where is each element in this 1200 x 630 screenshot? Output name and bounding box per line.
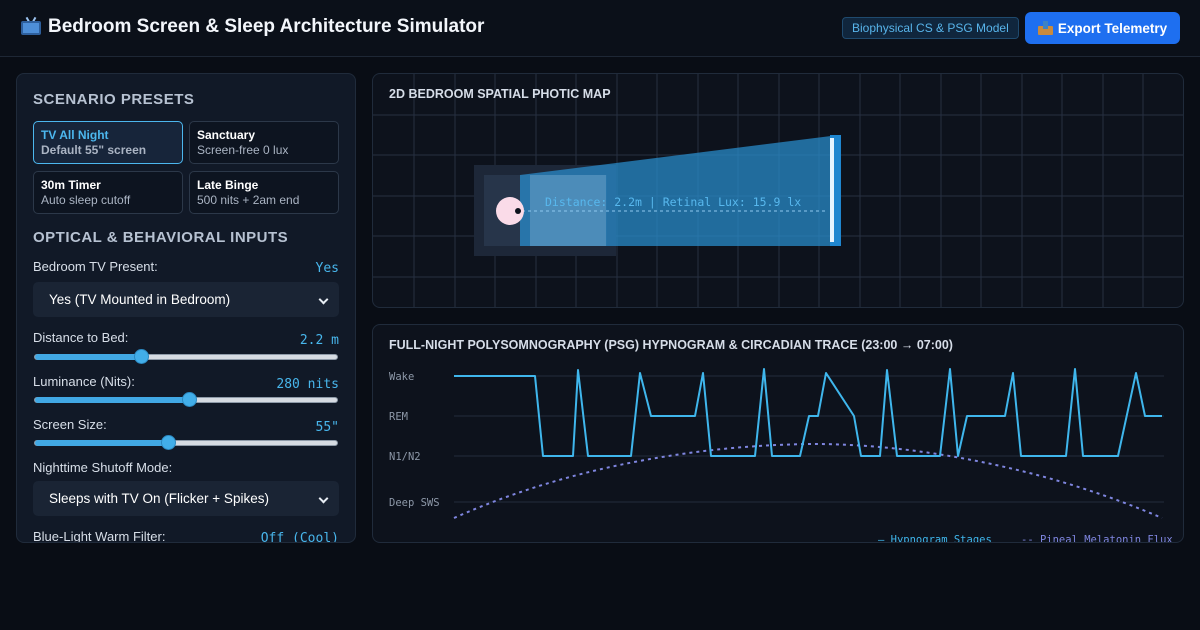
luminance-value: 280 nits bbox=[276, 377, 339, 392]
stage-label-rem: REM bbox=[389, 411, 408, 423]
stage-label-deep: Deep SWS bbox=[389, 497, 440, 509]
tv-present-select[interactable]: Yes (TV Mounted in Bedroom) bbox=[33, 282, 339, 317]
chevron-down-icon bbox=[318, 493, 329, 504]
slider-thumb[interactable] bbox=[182, 392, 198, 407]
distance-label: Distance to Bed: bbox=[33, 330, 129, 345]
tv-icon bbox=[20, 16, 42, 37]
control-panel: SCENARIO PRESETS TV All Night Default 55… bbox=[16, 73, 356, 543]
hypnogram-grid bbox=[454, 375, 1164, 503]
map-readout: Distance: 2.2m | Retinal Lux: 15.9 lx bbox=[545, 195, 801, 209]
legend-melatonin: -- Pineal Melatonin Flux bbox=[1021, 534, 1173, 543]
head-icon bbox=[496, 197, 524, 225]
legend-hypnogram: — Hypnogram Stages bbox=[878, 534, 992, 543]
preset-desc: Screen-free 0 lux bbox=[197, 143, 289, 157]
preset-30m-timer[interactable]: 30m Timer Auto sleep cutoff bbox=[33, 171, 183, 214]
eye-icon bbox=[515, 208, 521, 214]
slider-fill bbox=[35, 354, 141, 360]
distance-slider[interactable] bbox=[34, 349, 338, 364]
preset-name: Late Binge bbox=[197, 178, 259, 192]
preset-desc: Auto sleep cutoff bbox=[41, 193, 131, 207]
distance-value: 2.2 m bbox=[299, 333, 339, 348]
photic-map-panel: Distance: 2.2m | Retinal Lux: 15.9 lx 2D… bbox=[372, 73, 1184, 308]
psg-panel: Wake REM N1/N2 Deep SWS — Hypnogram Stag… bbox=[372, 324, 1184, 543]
tv-screen-glow bbox=[830, 135, 841, 246]
stage-label-n1n2: N1/N2 bbox=[389, 451, 421, 463]
preset-desc: 500 nits + 2am end bbox=[197, 193, 300, 207]
light-beam bbox=[520, 135, 839, 246]
hypnogram-trace bbox=[454, 368, 1162, 457]
stage-label-wake: Wake bbox=[389, 371, 414, 383]
scenario-presets-title: SCENARIO PRESETS bbox=[33, 91, 195, 108]
preset-name: 30m Timer bbox=[41, 178, 101, 192]
inbox-tray-icon bbox=[1037, 21, 1053, 35]
shutoff-selected: Sleeps with TV On (Flicker + Spikes) bbox=[49, 491, 269, 506]
preset-tv-all-night[interactable]: TV All Night Default 55" screen bbox=[33, 121, 183, 164]
preset-desc: Default 55" screen bbox=[41, 143, 147, 157]
screen-size-label: Screen Size: bbox=[33, 417, 107, 432]
blue-filter-label: Blue-Light Warm Filter: bbox=[33, 529, 166, 543]
luminance-label: Luminance (Nits): bbox=[33, 374, 135, 389]
slider-thumb[interactable] bbox=[160, 435, 176, 450]
export-button-label: Export Telemetry bbox=[1057, 20, 1168, 36]
slider-fill bbox=[35, 397, 190, 403]
tv-present-value: Yes bbox=[315, 261, 339, 276]
photic-map-title: 2D BEDROOM SPATIAL PHOTIC MAP bbox=[389, 87, 611, 101]
chevron-down-icon bbox=[318, 294, 329, 305]
slider-fill bbox=[35, 440, 168, 446]
psg-svg: Wake REM N1/N2 Deep SWS — Hypnogram Stag… bbox=[389, 368, 1173, 543]
export-telemetry-button[interactable]: Export Telemetry bbox=[1025, 12, 1180, 44]
luminance-slider[interactable] bbox=[34, 392, 338, 407]
shutoff-select[interactable]: Sleeps with TV On (Flicker + Spikes) bbox=[33, 481, 339, 516]
shutoff-label: Nighttime Shutoff Mode: bbox=[33, 460, 173, 475]
psg-title: FULL-NIGHT POLYSOMNOGRAPHY (PSG) HYPNOGR… bbox=[389, 338, 953, 352]
blue-filter-value[interactable]: Off (Cool) bbox=[260, 531, 339, 543]
optical-inputs-title: OPTICAL & BEHAVIORAL INPUTS bbox=[33, 229, 289, 246]
screen-size-value: 55" bbox=[315, 420, 339, 435]
map-grid bbox=[373, 74, 1183, 307]
slider-thumb[interactable] bbox=[133, 349, 149, 364]
app-title: Bedroom Screen & Sleep Architecture Simu… bbox=[20, 16, 484, 38]
preset-late-binge[interactable]: Late Binge 500 nits + 2am end bbox=[189, 171, 339, 214]
app-title-text: Bedroom Screen & Sleep Architecture Simu… bbox=[48, 16, 485, 37]
tv-present-selected: Yes (TV Mounted in Bedroom) bbox=[49, 292, 231, 307]
tv-screen bbox=[830, 138, 834, 242]
tv-present-label: Bedroom TV Present: bbox=[33, 259, 158, 274]
preset-sanctuary[interactable]: Sanctuary Screen-free 0 lux bbox=[189, 121, 339, 164]
app-header: Bedroom Screen & Sleep Architecture Simu… bbox=[0, 0, 1200, 57]
preset-name: Sanctuary bbox=[197, 128, 256, 142]
preset-name: TV All Night bbox=[41, 128, 109, 142]
screen-size-slider[interactable] bbox=[34, 435, 338, 450]
photic-map-svg: Distance: 2.2m | Retinal Lux: 15.9 lx bbox=[373, 74, 1183, 307]
model-badge: Biophysical CS & PSG Model bbox=[842, 17, 1019, 39]
